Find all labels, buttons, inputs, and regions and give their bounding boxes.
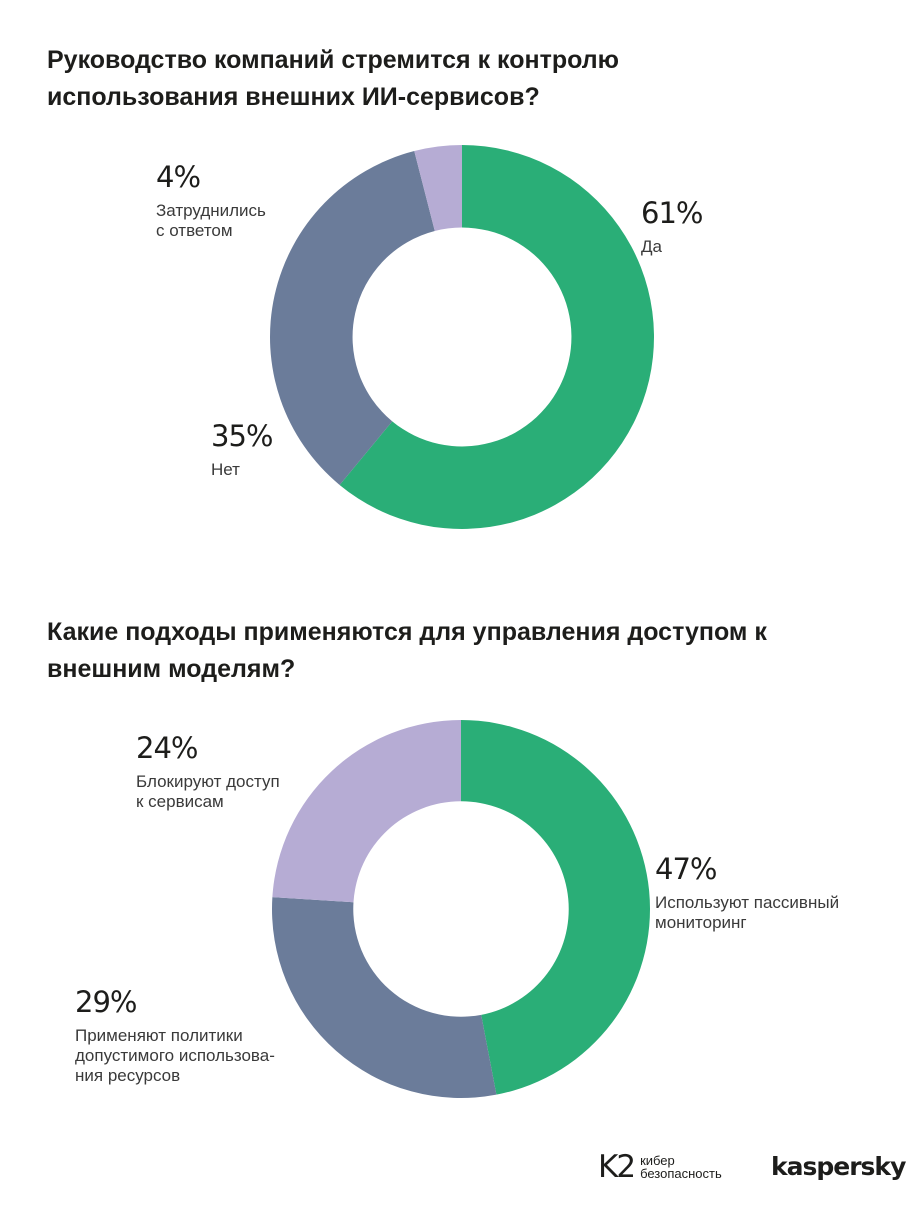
slice-block (272, 720, 461, 903)
donut-chart-approaches (272, 720, 650, 1098)
label-group-da: 61% Да (641, 196, 703, 257)
slice-label-net: Нет (211, 460, 240, 479)
slice-value-policies: 29% (75, 985, 137, 1019)
slice-label-da: Да (641, 237, 662, 256)
k2-wordmark: кибер безопасность (640, 1153, 722, 1181)
chart-1-title: Руководство компаний стремится к контрол… (47, 46, 619, 111)
slice-label-monitoring: Используют пассивный мониторинг (655, 893, 840, 932)
label-group-monitoring: 47% Используют пассивный мониторинг (655, 852, 839, 933)
slice-label-policies: Применяют политики допустимого использов… (75, 1026, 275, 1085)
slice-label-unsure: Затруднились с ответом (156, 201, 266, 240)
label-group-unsure: 4% Затруднились с ответом (156, 160, 266, 241)
slice-net (270, 151, 435, 485)
slice-da (339, 145, 654, 529)
slice-value-monitoring: 47% (655, 852, 717, 886)
slice-value-net: 35% (211, 419, 273, 453)
slice-value-block: 24% (136, 731, 198, 765)
label-group-policies: 29% Применяют политики допустимого испол… (75, 985, 275, 1086)
slice-unsure (414, 145, 462, 231)
slice-policies (272, 897, 497, 1098)
k2-cybersecurity-logo: K2 кибер безопасность (598, 1150, 722, 1184)
k2-mark: K2 (598, 1149, 636, 1185)
slice-value-da: 61% (641, 196, 703, 230)
label-group-block: 24% Блокируют доступ к сервисам (136, 731, 280, 812)
label-group-net: 35% Нет (211, 419, 273, 480)
slice-label-block: Блокируют доступ к сервисам (136, 772, 280, 811)
slice-monitoring (461, 720, 650, 1095)
slice-value-unsure: 4% (156, 160, 201, 194)
kaspersky-logo: kaspersky (771, 1152, 906, 1181)
donut-chart-control (270, 145, 654, 529)
chart-2-title: Какие подходы применяются для управления… (47, 618, 767, 683)
